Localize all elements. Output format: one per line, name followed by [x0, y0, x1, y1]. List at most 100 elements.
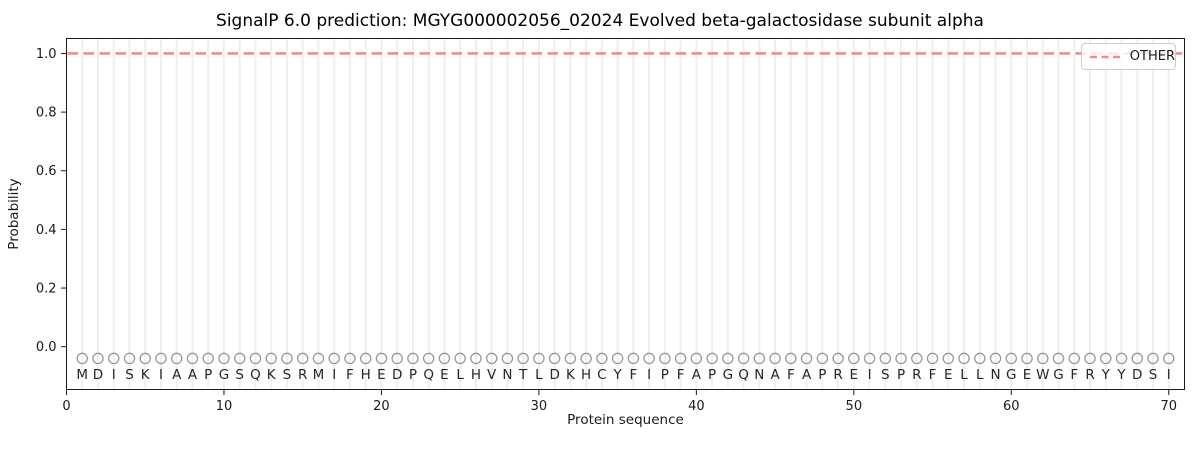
x-tick-label: 40: [688, 399, 705, 414]
sequence-letter: F: [787, 367, 795, 383]
residue-marker: [564, 352, 577, 365]
sequence-letter: G: [723, 367, 733, 383]
x-tick-label: 20: [373, 399, 390, 414]
sequence-letter: G: [1053, 367, 1063, 383]
sequence-letter: A: [172, 367, 182, 383]
sequence-letter: Q: [738, 367, 749, 383]
residue-marker: [974, 352, 986, 365]
sequence-letter: Q: [250, 367, 261, 383]
residue-marker: [107, 352, 120, 365]
residue-marker: [1021, 352, 1033, 365]
sequence-letter: A: [802, 367, 812, 383]
sequence-letter: H: [361, 367, 371, 383]
residue-marker: [312, 352, 325, 365]
sequence-letter: F: [1070, 367, 1078, 383]
y-tick-label: 0.2: [36, 282, 57, 297]
residue-marker: [627, 352, 640, 365]
residue-marker: [438, 352, 451, 365]
residue-marker: [1037, 352, 1049, 365]
x-tick-label: 60: [1003, 399, 1020, 414]
residue-marker: [501, 352, 514, 365]
sequence-letter: L: [456, 367, 464, 383]
sequence-letter: E: [1023, 367, 1032, 383]
sequence-letter: S: [881, 367, 890, 383]
residue-marker: [233, 352, 246, 365]
sequence-letter: Q: [423, 367, 434, 383]
residue-marker: [659, 352, 671, 365]
sequence-letter: K: [566, 367, 576, 383]
residue-marker: [92, 352, 104, 365]
residue-marker: [737, 352, 750, 365]
plot-border: [66, 38, 1185, 390]
residue-marker: [375, 352, 388, 365]
sequence-letter: A: [188, 367, 198, 383]
residue-marker: [958, 352, 970, 365]
residue-marker: [344, 352, 356, 365]
sequence-letter: K: [267, 367, 277, 383]
residue-marker: [753, 352, 766, 365]
sequence-letter: F: [346, 367, 354, 383]
residue-marker: [454, 352, 466, 365]
sequence-letter: S: [235, 367, 244, 383]
sequence-letter: T: [518, 367, 528, 383]
residue-marker: [611, 352, 624, 365]
sequence-letter: I: [112, 367, 116, 383]
sequence-letter: R: [1085, 367, 1094, 383]
sequence-letter: N: [990, 367, 1000, 383]
sequence-letter: D: [1132, 367, 1142, 383]
residue-marker: [155, 352, 167, 365]
sequence-letter: D: [93, 367, 103, 383]
sequence-letter: D: [549, 367, 559, 383]
x-tick-label: 10: [216, 399, 233, 414]
sequence-letter: P: [708, 367, 716, 383]
residue-marker: [296, 352, 309, 365]
residue-marker: [1100, 352, 1112, 365]
x-tick-label: 0: [62, 399, 70, 414]
sequence-letter: P: [661, 367, 669, 383]
residue-marker: [517, 352, 529, 365]
sequence-letter: S: [125, 367, 134, 383]
residue-marker: [359, 352, 372, 365]
sequence-letter: Y: [1101, 367, 1111, 383]
y-tick-label: 0.0: [36, 340, 57, 355]
y-tick-label: 0.8: [36, 106, 57, 121]
sequence-letter: P: [897, 367, 905, 383]
residue-marker: [895, 352, 907, 365]
sequence-letter: A: [692, 367, 702, 383]
residue-marker: [1131, 352, 1144, 365]
sequence-letter: R: [833, 367, 842, 383]
sequence-letter: I: [868, 367, 872, 383]
y-tick-label: 0.6: [36, 164, 57, 179]
residue-marker: [1068, 352, 1081, 365]
x-axis-label: Protein sequence: [567, 412, 684, 428]
sequence-letter: L: [960, 367, 968, 383]
residue-marker: [1115, 352, 1128, 365]
residue-marker: [1084, 352, 1096, 365]
x-tick-label: 50: [846, 399, 863, 414]
sequence-letter: F: [629, 367, 637, 383]
residue-marker: [785, 352, 797, 365]
residue-marker: [879, 352, 892, 365]
sequence-letter: Y: [613, 367, 623, 383]
sequence-letter: I: [647, 367, 651, 383]
residue-marker: [863, 352, 876, 365]
sequence-letter: I: [1167, 367, 1171, 383]
sequence-letter: M: [76, 367, 88, 383]
sequence-letter: H: [471, 367, 481, 383]
y-tick-label: 0.4: [36, 223, 57, 238]
residue-marker: [249, 352, 262, 365]
sequence-letter: R: [912, 367, 921, 383]
residue-marker: [1147, 352, 1159, 365]
residue-marker: [722, 352, 734, 365]
residue-marker: [769, 352, 781, 365]
residue-marker: [139, 352, 151, 365]
sequence-letter: H: [581, 367, 591, 383]
residue-marker: [1163, 352, 1175, 365]
residue-marker: [533, 352, 545, 365]
residue-marker: [76, 352, 88, 365]
sequence-letter: M: [313, 367, 325, 383]
residue-marker: [1005, 352, 1018, 365]
residue-marker: [848, 352, 860, 365]
